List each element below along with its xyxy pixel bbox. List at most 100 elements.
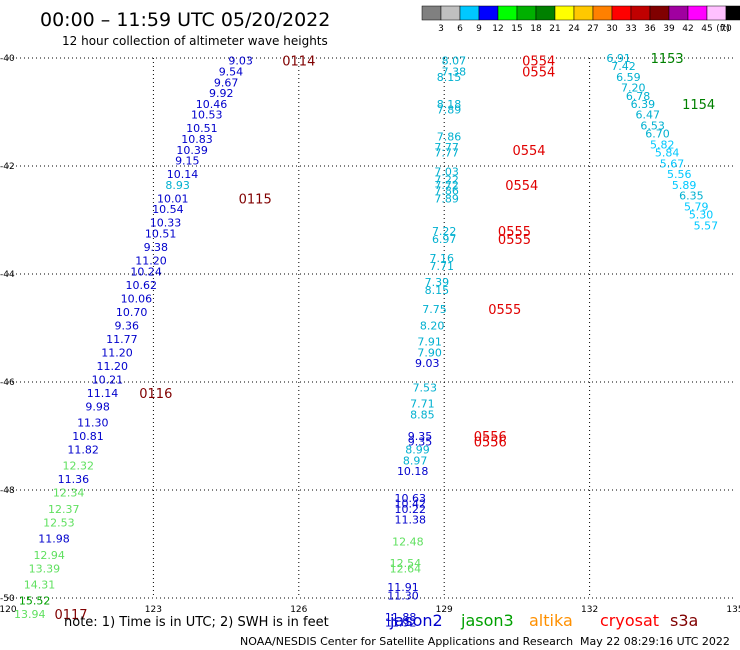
- y-tick-label: -40: [0, 54, 15, 64]
- swh-value-label: 11.14: [87, 387, 119, 400]
- swh-value-label: 10.70: [116, 306, 148, 319]
- colorbar-label: 36: [644, 24, 656, 34]
- satellite-legend-jason3: jason3: [460, 611, 514, 630]
- swh-value-label: 8.15: [437, 71, 462, 84]
- chart-title: 00:00 – 11:59 UTC 05/20/2022: [40, 9, 330, 31]
- y-tick-label: -44: [0, 270, 15, 280]
- colorbar-swatch: [497, 5, 518, 21]
- swh-value-label: 12.48: [392, 535, 424, 548]
- swh-value-label: 7.71: [410, 398, 435, 411]
- y-tick-label: -50: [0, 594, 15, 604]
- satellite-legend-jason2: jason2: [389, 611, 443, 630]
- time-label: 0554: [522, 66, 555, 81]
- swh-value-label: 11.30: [387, 589, 419, 602]
- swh-value-label: 7.77: [434, 147, 459, 160]
- x-tick-label: 120: [0, 605, 17, 615]
- time-label: 0555: [488, 303, 521, 318]
- swh-value-label: 13.39: [29, 562, 61, 575]
- swh-value-label: 5.67: [660, 157, 685, 170]
- footer-timestamp: May 22 08:29:16 UTC 2022: [580, 635, 730, 648]
- colorbar-swatch: [459, 5, 480, 21]
- chart-subtitle: 12 hour collection of altimeter wave hei…: [62, 34, 328, 48]
- time-label: 1154: [682, 98, 715, 113]
- colorbar-label: 6: [457, 24, 463, 34]
- swh-value-label: 12.34: [53, 487, 85, 500]
- swh-value-label: 12.94: [33, 549, 65, 562]
- swh-value-label: 11.36: [58, 473, 90, 486]
- swh-value-label: 7.75: [422, 303, 447, 316]
- footer-credit: NOAA/NESDIS Center for Satellite Applica…: [240, 635, 573, 648]
- colorbar-label: 24: [568, 24, 580, 34]
- time-label: 0554: [522, 55, 555, 70]
- swh-value-label: 9.92: [209, 87, 234, 100]
- swh-value-label: 10.24: [130, 265, 162, 278]
- swh-value-label: 10.54: [152, 203, 184, 216]
- swh-value-label: 5.30: [689, 209, 714, 222]
- swh-value-label: 7.16: [430, 252, 455, 265]
- swh-value-label: 7.71: [430, 260, 455, 273]
- x-tick-label: 126: [290, 605, 307, 615]
- colorbar-label: 70: [720, 24, 732, 34]
- colorbar-label: 42: [682, 24, 693, 34]
- swh-value-label: 11.30: [77, 417, 109, 430]
- swh-value-label: 10.22: [395, 503, 427, 516]
- swh-value-label: 7.22: [434, 174, 459, 187]
- colorbar-swatch: [421, 5, 442, 21]
- colorbar-swatch: [630, 5, 651, 21]
- x-tick-label: 123: [145, 605, 162, 615]
- swh-points: 9.039.549.679.9210.4610.5310.5110.8310.3…: [14, 52, 718, 629]
- colorbar-swatch: [649, 5, 670, 21]
- swh-value-label: 11.82: [67, 444, 99, 457]
- colorbar-label: 3: [438, 24, 444, 34]
- swh-value-label: 10.51: [145, 228, 177, 241]
- swh-value-label: 9.03: [415, 357, 440, 370]
- colorbar-label: 9: [476, 24, 482, 34]
- swh-value-label: 10.42: [395, 498, 427, 511]
- swh-value-label: 7.91: [417, 336, 442, 349]
- swh-value-label: 10.01: [157, 192, 189, 205]
- time-label: 0554: [505, 179, 538, 194]
- swh-value-label: 5.79: [684, 201, 709, 214]
- swh-value-label: 6.78: [626, 90, 651, 103]
- swh-value-label: 11.88: [385, 611, 417, 624]
- swh-value-label: 9.67: [214, 76, 239, 89]
- swh-value-label: 11.92: [385, 616, 417, 629]
- swh-value-label: 10.06: [121, 292, 153, 305]
- swh-value-label: 9.36: [114, 319, 139, 332]
- swh-value-label: 7.20: [621, 82, 646, 95]
- satellite-legend-altika: altika: [529, 611, 573, 630]
- colorbar-label: 21: [549, 24, 560, 34]
- colorbar-swatch: [592, 5, 613, 21]
- swh-value-label: 9.38: [144, 241, 169, 254]
- time-label: 0556: [474, 430, 507, 445]
- swh-value-label: 7.39: [425, 276, 450, 289]
- swh-value-label: 11.38: [395, 514, 427, 527]
- colorbar-swatch: [706, 5, 727, 21]
- swh-value-label: 7.89: [434, 192, 459, 205]
- satellite-legend: jason2 jason3 altika cryosat s3a: [389, 611, 698, 630]
- swh-value-label: 11.77: [106, 333, 138, 346]
- swh-value-label: 6.97: [432, 233, 457, 246]
- swh-value-label: 6.59: [616, 71, 641, 84]
- swh-value-label: 6.47: [636, 109, 661, 122]
- y-tick-label: -42: [0, 162, 15, 172]
- footer-note: note: 1) Time is in UTC; 2) SWH is in fe…: [64, 615, 329, 630]
- swh-value-label: 10.51: [186, 122, 218, 135]
- swh-value-label: 5.84: [655, 147, 680, 160]
- swh-value-label: 8.93: [165, 179, 190, 192]
- colorbar-swatch: [668, 5, 689, 21]
- swh-value-label: 9.35: [408, 435, 433, 448]
- swh-value-label: 10.63: [395, 492, 427, 505]
- swh-value-label: 9.54: [219, 66, 244, 79]
- colorbar-swatch: [440, 5, 461, 21]
- swh-value-label: 6.70: [645, 128, 670, 141]
- time-label: 0114: [282, 55, 315, 70]
- swh-value-label: 7.03: [434, 165, 459, 178]
- colorbar-swatch: [478, 5, 499, 21]
- swh-value-label: 13.94: [14, 608, 46, 621]
- swh-value-label: 7.38: [442, 66, 467, 79]
- time-label: 0555: [498, 233, 531, 248]
- swh-value-label: 11.98: [38, 533, 70, 546]
- colorbar-label: 30: [606, 24, 618, 34]
- y-tick-label: -48: [0, 486, 15, 496]
